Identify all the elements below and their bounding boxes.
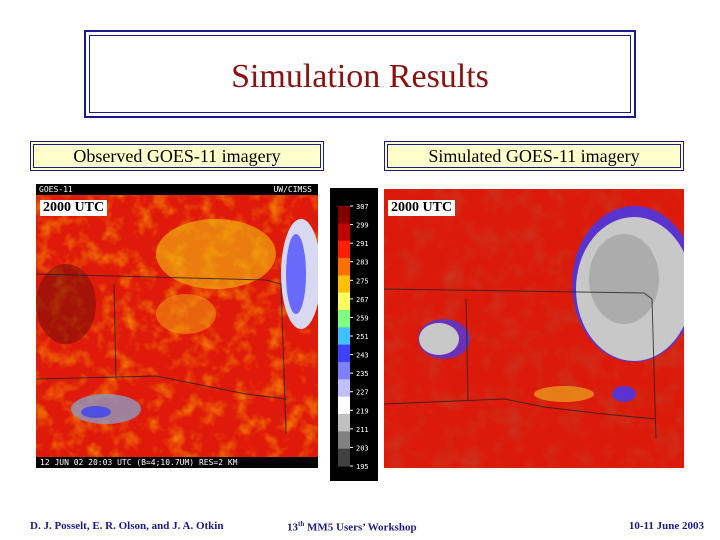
slide-title: Simulation Results xyxy=(231,58,489,95)
simulated-label: Simulated GOES-11 imagery xyxy=(384,141,684,171)
scale-segment xyxy=(338,414,350,432)
scale-tick-label: 243 xyxy=(356,352,369,360)
scale-segment xyxy=(338,362,350,380)
title-box: Simulation Results xyxy=(84,30,636,118)
scale-segment xyxy=(338,206,350,224)
scale-segment xyxy=(338,379,350,398)
scale-tick-label: 211 xyxy=(356,426,369,434)
scale-tick-label: 227 xyxy=(356,389,369,397)
scale-tick-label: 219 xyxy=(356,407,369,415)
scale-segment xyxy=(338,292,350,311)
scale-tick-label: 275 xyxy=(356,277,369,285)
footer-workshop-num: 13 xyxy=(287,521,298,534)
goes-header-bar: GOES-11 UW/CIMSS xyxy=(36,184,318,195)
footer-workshop-sup: th xyxy=(298,520,305,528)
observed-time: 2000 UTC xyxy=(40,200,108,216)
temperature-color-scale: 307 299 291 283 275 267 259 251 243 235 227 219 211 2… xyxy=(330,188,378,481)
observed-satellite-image xyxy=(36,184,318,468)
footer-workshop: 13th MM5 Users’ Workshop xyxy=(287,520,417,534)
footer-authors: D. J. Posselt, E. R. Olson, and J. A. Ot… xyxy=(30,520,224,532)
observed-label: Observed GOES-11 imagery xyxy=(30,141,324,171)
scale-segment xyxy=(338,396,350,415)
scale-tick-label: 251 xyxy=(356,333,369,341)
scale-tick-label: 203 xyxy=(356,444,369,452)
scale-segment xyxy=(338,344,350,363)
scale-segment xyxy=(338,275,350,294)
goes-header-left: GOES-11 xyxy=(39,185,73,194)
scale-tick-label: 267 xyxy=(356,296,369,304)
scale-segment xyxy=(338,448,350,467)
scale-segment xyxy=(338,327,350,346)
scale-tick-label: 307 xyxy=(356,203,369,211)
scale-tick-label: 259 xyxy=(356,314,369,322)
goes-footer-bar: 12 JUN 02 20:03 UTC (B=4;10.7UM) RES=2 K… xyxy=(36,457,318,468)
scale-tick-label: 195 xyxy=(356,463,369,471)
scale-tick-label: 291 xyxy=(356,240,369,248)
scale-segment xyxy=(338,223,350,242)
footer-dates: 10-11 June 2003 xyxy=(628,520,704,532)
scale-tick-label: 299 xyxy=(356,222,369,230)
scale-segment xyxy=(338,431,350,450)
goes-header-right: UW/CIMSS xyxy=(273,185,312,194)
footer-workshop-rest: MM5 Users’ Workshop xyxy=(304,521,417,534)
scale-segment xyxy=(338,310,350,328)
scale-tick-label: 283 xyxy=(356,259,369,267)
scale-segment xyxy=(338,258,350,276)
scale-segment xyxy=(338,240,350,259)
simulated-time: 2000 UTC xyxy=(388,200,456,216)
scale-tick-label: 235 xyxy=(356,370,369,378)
simulated-satellite-image xyxy=(384,189,684,468)
